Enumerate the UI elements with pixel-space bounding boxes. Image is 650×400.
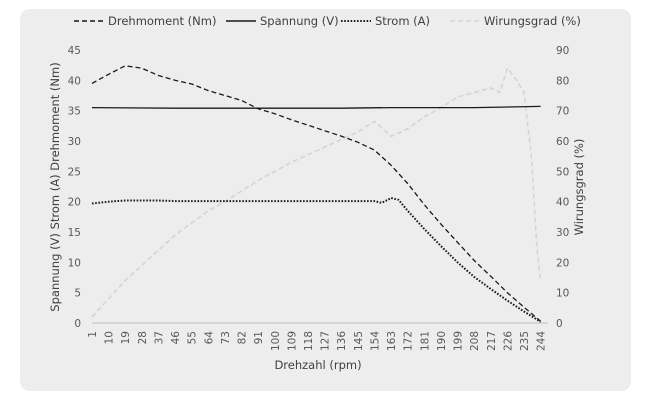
x-tick-label: 1	[87, 331, 99, 338]
x-tick-label: 82	[237, 331, 249, 344]
y2-tick-label: 30	[556, 227, 569, 239]
series-line	[91, 67, 542, 318]
x-tick-label: 109	[286, 331, 298, 351]
x-tick-label: 226	[502, 331, 514, 351]
x-tick-label: 244	[536, 331, 548, 351]
y-tick-label: 20	[68, 197, 81, 209]
x-tick-label: 154	[369, 331, 381, 351]
x-tick-labels: 1 10 19 28 37 46 55 64 73 82 91 100 109 118 127 136 145 1…	[87, 331, 548, 351]
x-tick-label: 118	[303, 331, 315, 351]
y-tick-label: 25	[68, 166, 81, 178]
x-axis-title: Drehzahl (rpm)	[274, 358, 361, 372]
y2-tick-label: 0	[556, 318, 563, 330]
x-tick-label: 64	[203, 331, 215, 345]
legend-label: Strom (A)	[375, 14, 430, 28]
y2-tick-label: 40	[556, 197, 569, 209]
y2-tick-label: 70	[556, 106, 569, 118]
y-tick-label: 5	[74, 288, 81, 300]
x-tick-label: 55	[187, 331, 199, 344]
legend: Drehmoment (Nm) Spannung (V) Strom (A) Wiru…	[74, 14, 581, 28]
x-tick-label: 127	[320, 331, 332, 351]
x-tick-label: 91	[253, 331, 265, 344]
series-line	[91, 105, 541, 109]
y-tick-label: 45	[68, 45, 81, 57]
y2-axis-title: Wirungsgrad (%)	[572, 139, 586, 236]
y-tick-label: 40	[68, 75, 81, 87]
x-tick-label: 235	[519, 331, 531, 351]
x-tick-label: 199	[453, 331, 465, 351]
x-tick-label: 208	[469, 331, 481, 351]
y2-tick-label: 20	[556, 257, 569, 269]
y2-tick-label: 80	[556, 75, 569, 87]
x-tick-label: 100	[270, 331, 282, 351]
y-tick-label: 35	[68, 106, 81, 118]
x-tick-label: 28	[137, 331, 149, 344]
y-tick-label: 30	[68, 136, 81, 148]
y2-tick-label: 50	[556, 166, 569, 178]
legend-label: Wirungsgrad (%)	[484, 14, 581, 28]
x-tick-label: 181	[419, 331, 431, 351]
x-tick-label: 136	[336, 331, 348, 351]
y-tick-label: 15	[68, 227, 81, 239]
series-line	[91, 197, 542, 323]
legend-label: Spannung (V)	[260, 14, 339, 28]
plot-area	[91, 65, 542, 323]
x-tick-label: 46	[170, 331, 182, 345]
x-tick-label: 73	[220, 331, 232, 344]
x-tick-label: 190	[436, 331, 448, 351]
x-tick-label: 37	[153, 331, 165, 344]
y-tick-label: 10	[68, 257, 81, 269]
x-tick-label: 145	[353, 331, 365, 351]
y-tick-label: 0	[74, 318, 81, 330]
y2-tick-label: 90	[556, 45, 569, 57]
x-tick-label: 163	[386, 331, 398, 351]
legend-label: Drehmoment (Nm)	[108, 14, 216, 28]
y-axis-title: Spannung (V) Strom (A) Drehmoment (Nm)	[48, 62, 62, 311]
y2-tick-label: 60	[556, 136, 569, 148]
x-tick-label: 217	[486, 331, 498, 351]
series-line	[91, 65, 542, 322]
y-tick-labels: 0 5 10 15 20 25 30 35 40 45	[68, 45, 81, 330]
x-tick-label: 19	[120, 331, 132, 344]
x-tick-label: 172	[403, 331, 415, 351]
x-tick-label: 10	[104, 331, 116, 344]
y2-tick-label: 10	[556, 288, 569, 300]
y2-tick-labels: 0 10 20 30 40 50 60 70 80 90	[556, 45, 569, 330]
